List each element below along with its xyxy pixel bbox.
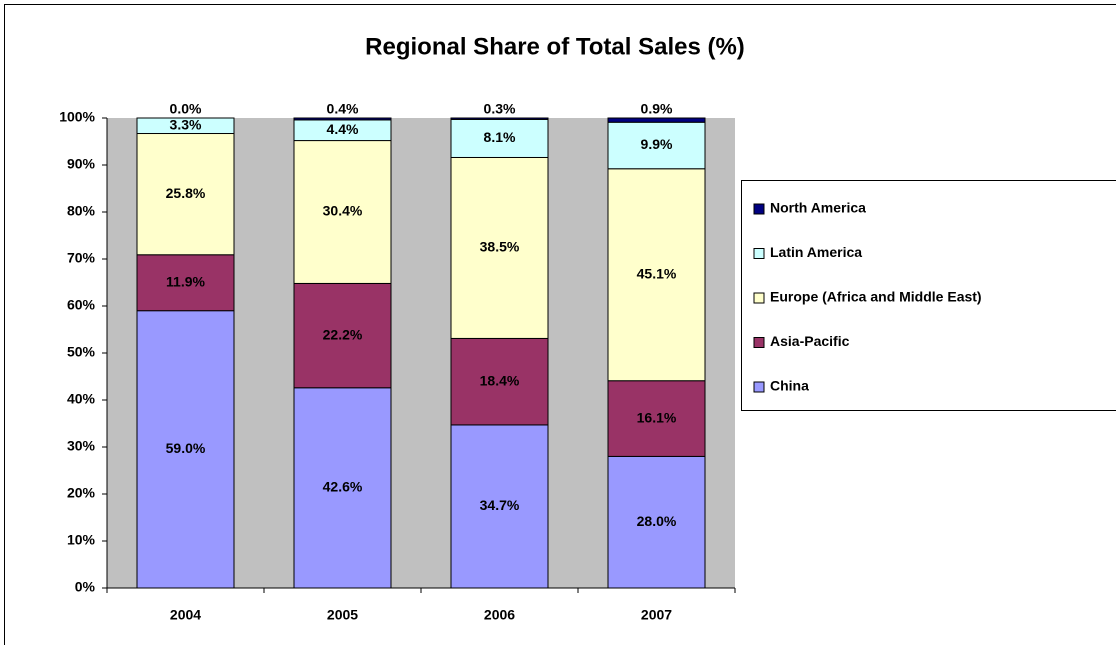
y-tick-label: 30% — [67, 438, 96, 454]
x-tick-label: 2006 — [484, 607, 515, 623]
bar-segment — [450, 337, 549, 426]
x-tick-label: 2007 — [641, 607, 672, 623]
data-label: 8.1% — [484, 129, 516, 145]
data-label: 30.4% — [323, 203, 363, 219]
bar-segment — [136, 117, 235, 135]
legend-swatch — [753, 292, 765, 304]
y-tick-label: 0% — [75, 579, 96, 595]
data-label: 18.4% — [480, 372, 520, 388]
bar-segment — [136, 254, 235, 312]
y-tick-label: 80% — [67, 203, 96, 219]
bar-segment — [450, 118, 549, 158]
data-label: 11.9% — [166, 273, 205, 289]
legend-swatch — [753, 381, 765, 393]
x-tick-label: 2004 — [170, 607, 201, 623]
bar-segment — [450, 156, 549, 339]
data-label: 34.7% — [480, 497, 520, 513]
legend-label: Asia-Pacific — [770, 333, 850, 349]
y-tick-label: 40% — [67, 391, 96, 407]
data-label: 0.0% — [170, 101, 202, 117]
legend-swatch — [753, 337, 765, 348]
data-label: 59.0% — [166, 440, 206, 456]
data-label: 0.9% — [641, 101, 673, 117]
x-tick-label: 2005 — [327, 607, 358, 623]
chart-title: Regional Share of Total Sales (%) — [365, 33, 745, 60]
data-label: 42.6% — [323, 479, 363, 495]
legend-swatch — [753, 248, 765, 259]
y-tick-label: 10% — [67, 532, 96, 548]
data-label: 9.9% — [641, 136, 673, 152]
bar-segment — [136, 133, 235, 256]
data-label: 22.2% — [323, 326, 363, 342]
y-tick-label: 50% — [67, 344, 96, 360]
legend-label: Latin America — [770, 244, 862, 260]
legend-label: China — [770, 378, 809, 394]
data-label: 4.4% — [327, 121, 359, 137]
data-label: 16.1% — [637, 409, 677, 425]
data-label: 0.3% — [484, 101, 516, 117]
bar-segment — [293, 282, 392, 389]
y-tick-label: 100% — [59, 109, 95, 125]
y-tick-label: 60% — [67, 297, 96, 313]
bar-segment — [450, 424, 549, 589]
y-tick-label: 20% — [67, 485, 96, 501]
legend-label: Europe (Africa and Middle East) — [770, 289, 982, 305]
data-label: 28.0% — [637, 513, 677, 529]
legend-label: North America — [770, 200, 866, 216]
legend-swatch — [753, 203, 765, 215]
data-label: 3.3% — [170, 116, 202, 132]
bar-segment — [293, 117, 392, 121]
y-tick-label: 90% — [67, 156, 96, 172]
bar-segment — [136, 310, 235, 589]
y-tick-label: 70% — [67, 250, 96, 266]
bar-segment — [607, 117, 706, 123]
bar-segment — [607, 380, 706, 457]
data-label: 45.1% — [637, 265, 677, 281]
data-label: 0.4% — [327, 101, 359, 117]
legend-box — [741, 180, 1116, 411]
bar-segment — [293, 140, 392, 284]
bar-segment — [607, 121, 706, 170]
data-label: 38.5% — [480, 239, 520, 255]
bar-segment — [293, 387, 392, 589]
data-label: 25.8% — [166, 185, 206, 201]
bar-segment — [607, 455, 706, 589]
bar-segment — [450, 117, 549, 120]
